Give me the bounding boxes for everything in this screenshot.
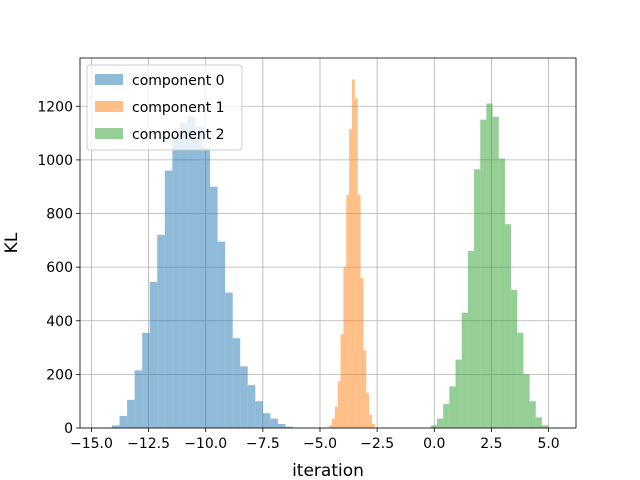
histogram-bar-series-2 [449,386,456,428]
histogram-bar-series-2 [529,401,536,428]
y-tick-label: 200 [46,367,73,383]
histogram-bar-series-0 [240,366,248,428]
histogram-bar-series-0 [202,147,211,428]
histogram-bar-series-0 [119,415,128,428]
y-tick-label: 1200 [37,99,73,115]
histogram-bar-series-0 [194,126,203,428]
legend-swatch [95,128,123,139]
histogram-bar-series-2 [511,289,518,428]
histogram-bar-series-0 [262,413,271,428]
histogram-bar-series-0 [187,116,195,428]
y-tick-label: 400 [46,314,73,330]
histogram-bar-series-0 [112,425,120,428]
histogram-bar-series-1 [363,350,367,428]
y-axis-label: KL [2,232,22,253]
histogram-bar-series-0 [157,234,165,428]
histogram-bar-series-0 [210,186,218,428]
histogram-bar-series-2 [541,425,549,428]
x-axis-label: iteration [292,461,364,480]
histogram-bar-series-2 [535,417,542,428]
histogram-bar-series-2 [492,116,499,428]
histogram-bar-series-0 [225,292,233,428]
x-tick-label: −2.5 [360,436,394,452]
x-tick-label: 0.0 [423,436,445,452]
histogram-bar-series-0 [179,122,188,428]
axis-ticks: −15.0 −12.5 −10.0 −7.5 −5.0 −2.5 0.0 2.5 5.0 0 200… [37,99,559,452]
histogram-bar-series-2 [474,169,481,428]
histogram-bar-series-2 [480,119,487,429]
x-tick-label: −7.5 [246,436,280,452]
histogram-bars [112,79,549,429]
histogram-bar-series-0 [285,426,294,428]
histogram-bar-series-2 [517,332,524,428]
histogram-bar-series-2 [430,425,438,428]
histogram-bar-series-0 [270,418,278,428]
histogram-bar-series-0 [172,134,180,429]
legend-swatch [95,74,123,85]
histogram-bar-series-2 [486,103,493,428]
histogram-bar-series-1 [366,393,370,428]
y-tick-label: 800 [46,207,73,223]
histogram-bar-series-1 [329,425,332,428]
histogram-bar-series-1 [352,79,355,428]
histogram-bar-series-1 [337,381,341,428]
histogram-bar-series-0 [142,332,150,428]
x-tick-label: −15.0 [70,436,113,452]
legend-swatch [95,101,123,112]
x-tick-label: −12.5 [127,436,170,452]
legend-box [86,64,243,151]
x-tick-label: −5.0 [303,436,337,452]
x-tick-label: 5.0 [537,436,559,452]
histogram-bar-series-1 [357,194,361,428]
histogram-bar-series-1 [343,267,347,428]
histogram-bar-series-1 [369,414,372,428]
x-tick-label: −10.0 [184,436,227,452]
histogram-bar-series-0 [134,370,143,428]
legend-label: component 1 [132,100,225,116]
histogram-bar-series-2 [504,224,512,428]
histogram-bar-series-1 [332,418,335,428]
histogram-bar-series-2 [455,359,462,428]
histogram-bar-series-0 [247,385,256,428]
histogram-bar-series-2 [461,312,468,428]
histogram-bar-series-0 [164,170,173,428]
histogram-bar-series-0 [149,281,158,428]
histogram-bar-series-2 [437,418,444,428]
y-tick-label: 1000 [37,153,73,169]
histogram-bar-series-2 [498,158,505,429]
histogram-bar-series-2 [523,374,530,428]
histogram-bar-series-0 [255,401,263,428]
legend-label: component 2 [132,127,225,143]
histogram-bar-series-1 [354,98,358,428]
histogram-bar-series-1 [372,423,375,428]
histogram-bar-series-1 [349,129,352,428]
y-tick-label: 600 [46,260,73,276]
histogram-bar-series-0 [232,338,241,428]
histogram-bar-series-0 [277,423,286,428]
histogram-bar-series-1 [360,277,364,428]
histogram-bar-series-1 [340,334,344,428]
histogram-bar-series-2 [467,251,475,428]
legend-label: component 0 [132,73,225,89]
histogram-bar-series-0 [217,241,226,428]
histogram-bar-series-1 [334,406,338,428]
x-tick-label: 2.5 [480,436,502,452]
legend: component 0 component 1 component 2 [86,64,243,151]
plot-frame [79,57,577,429]
histogram-bar-series-0 [127,399,135,428]
y-tick-label: 0 [64,421,73,437]
histogram-bar-series-1 [346,194,350,428]
histogram-bar-series-2 [443,403,450,428]
